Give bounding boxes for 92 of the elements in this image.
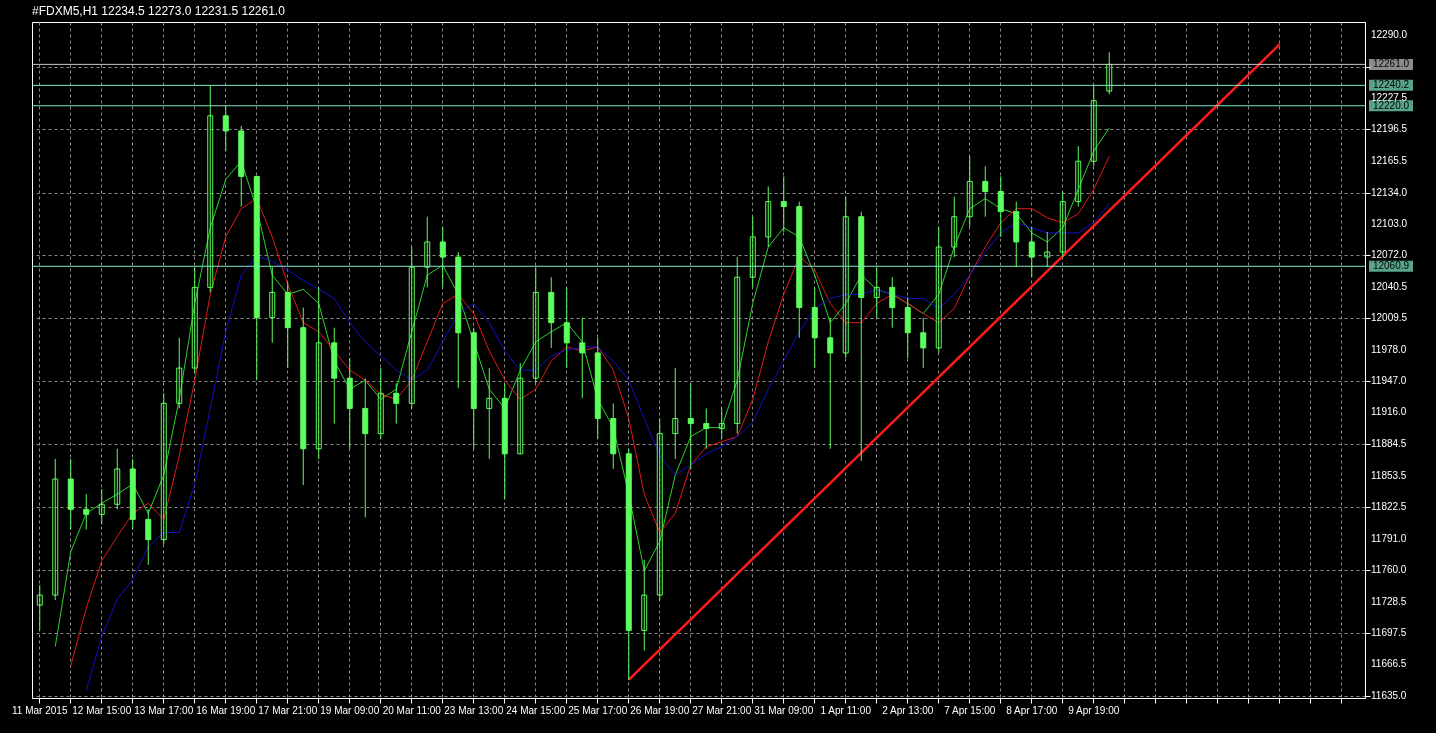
candlestick <box>951 196 958 258</box>
ref-line-label: 12060.9 <box>1372 260 1410 272</box>
y-tick-label: 12103.0 <box>1371 217 1408 229</box>
ref-line-label: 12240.2 <box>1372 79 1410 91</box>
candlestick <box>997 175 1004 238</box>
candlestick <box>982 165 989 218</box>
candlestick <box>641 559 648 652</box>
chart-title: #FDXM5,H1 12234.5 12273.0 12231.5 12261.0 <box>32 4 286 18</box>
candlestick <box>176 337 183 409</box>
candlestick <box>517 362 524 455</box>
y-tick-label: 11822.5 <box>1371 500 1407 512</box>
candlestick <box>827 317 834 450</box>
y-tick-label: 11791.0 <box>1371 532 1407 544</box>
candlestick <box>1090 85 1097 167</box>
candlestick <box>1075 145 1082 208</box>
candlestick <box>424 216 431 288</box>
candlestick <box>563 286 570 369</box>
x-tick-label: 9 Apr 19:00 <box>1068 704 1120 716</box>
candlestick <box>160 392 167 546</box>
candlestick <box>83 493 90 530</box>
candlestick <box>145 508 152 566</box>
candlestick <box>749 216 756 288</box>
candlestick <box>1044 231 1051 268</box>
x-tick-label: 27 Mar 21:00 <box>692 704 752 716</box>
candlestick <box>98 488 105 525</box>
y-tick-label: 11978.0 <box>1371 343 1407 355</box>
candlestick <box>532 266 539 384</box>
candlestick <box>52 458 59 601</box>
candlestick <box>703 407 710 450</box>
x-tick-label: 26 Mar 19:00 <box>630 704 690 716</box>
y-tick-label: 11853.5 <box>1371 469 1407 481</box>
candlestick <box>842 196 849 359</box>
x-tick-label: 16 Mar 19:00 <box>196 704 256 716</box>
y-tick-label: 11760.0 <box>1371 563 1407 575</box>
x-tick-label: 13 Mar 17:00 <box>134 704 194 716</box>
y-tick-label: 11666.5 <box>1371 658 1407 670</box>
x-tick-label: 20 Mar 11:00 <box>382 704 442 716</box>
candlestick <box>191 266 198 374</box>
candlestick <box>920 317 927 369</box>
x-tick-label: 17 Mar 21:00 <box>258 704 318 716</box>
candlestick <box>222 105 229 152</box>
candlestick <box>207 85 214 293</box>
candlestick <box>765 185 772 248</box>
y-tick-label: 12072.0 <box>1371 249 1408 261</box>
x-tick-label: 19 Mar 09:00 <box>320 704 380 716</box>
y-tick-label: 11697.5 <box>1371 626 1407 638</box>
candlestick <box>889 276 896 329</box>
y-tick-label: 12165.5 <box>1371 154 1408 166</box>
line-series <box>627 42 1281 682</box>
x-tick-label: 31 Mar 09:00 <box>754 704 814 716</box>
x-tick-label: 23 Mar 13:00 <box>444 704 504 716</box>
candlestick <box>780 175 787 233</box>
y-tick-label: 12040.5 <box>1371 280 1408 292</box>
y-tick-label: 11884.5 <box>1371 438 1407 450</box>
x-tick-label: 1 Apr 11:00 <box>820 704 872 716</box>
candlestick <box>315 286 322 460</box>
candlestick <box>687 382 694 470</box>
candlestick <box>408 246 415 409</box>
ref-line-label: 12261.0 <box>1372 58 1410 70</box>
candlestick <box>579 317 586 399</box>
y-tick-label: 12290.0 <box>1371 29 1408 41</box>
candlestick <box>439 226 446 288</box>
x-tick-label: 8 Apr 17:00 <box>1006 704 1058 716</box>
x-tick-label: 2 Apr 13:00 <box>882 704 934 716</box>
candlestick <box>1059 191 1066 258</box>
candlestick <box>1028 226 1035 278</box>
candlestick <box>672 367 679 460</box>
y-tick-label: 11728.5 <box>1371 595 1407 607</box>
x-tick-label: 12 Mar 15:00 <box>72 704 132 716</box>
candlestick <box>377 367 384 440</box>
candlestick <box>486 367 493 460</box>
candlestick <box>935 226 942 354</box>
candlestick <box>718 407 725 440</box>
candlestick <box>966 155 973 228</box>
y-tick-label: 12196.5 <box>1371 123 1408 135</box>
candlestick <box>269 266 276 344</box>
y-tick-label: 11916.0 <box>1371 406 1407 418</box>
candlestick <box>656 418 663 601</box>
x-tick-label: 25 Mar 17:00 <box>568 704 628 716</box>
y-tick-label: 11635.0 <box>1371 689 1407 701</box>
y-tick-label: 11947.0 <box>1371 375 1407 387</box>
x-tick-label: 11 Mar 2015 <box>12 704 68 716</box>
y-tick-label: 12009.5 <box>1371 312 1408 324</box>
candlestick <box>36 584 43 631</box>
candlestick <box>873 266 880 319</box>
candlestick <box>393 382 400 425</box>
candlestick <box>114 448 121 510</box>
x-tick-label: 7 Apr 15:00 <box>944 704 996 716</box>
candlestick <box>1106 51 1113 95</box>
candlestick <box>734 256 741 435</box>
y-tick-label: 12134.0 <box>1371 186 1408 198</box>
x-tick-label: 24 Mar 15:00 <box>506 704 566 716</box>
